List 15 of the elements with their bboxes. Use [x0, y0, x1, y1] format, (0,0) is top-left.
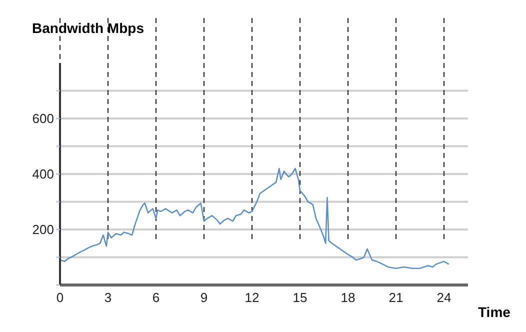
x-tick-label: 24	[436, 290, 452, 306]
x-tick-label: 6	[152, 290, 160, 306]
x-tick-label: 12	[244, 290, 260, 306]
x-tick-label: 18	[340, 290, 356, 306]
x-tick-label: 3	[104, 290, 112, 306]
y-axis-title: Bandwidth Mbps	[32, 20, 144, 36]
line-series	[60, 168, 450, 269]
y-tick-label: 200	[32, 222, 54, 238]
x-tick-label: 9	[200, 290, 208, 306]
y-tick-label: 400	[32, 166, 54, 182]
x-tick-label: 15	[292, 290, 308, 306]
x-tick-label: 0	[56, 290, 64, 306]
y-tick-label: 600	[32, 111, 54, 126]
x-tick-label: 21	[388, 290, 404, 306]
x-axis-title: Time	[478, 304, 510, 320]
